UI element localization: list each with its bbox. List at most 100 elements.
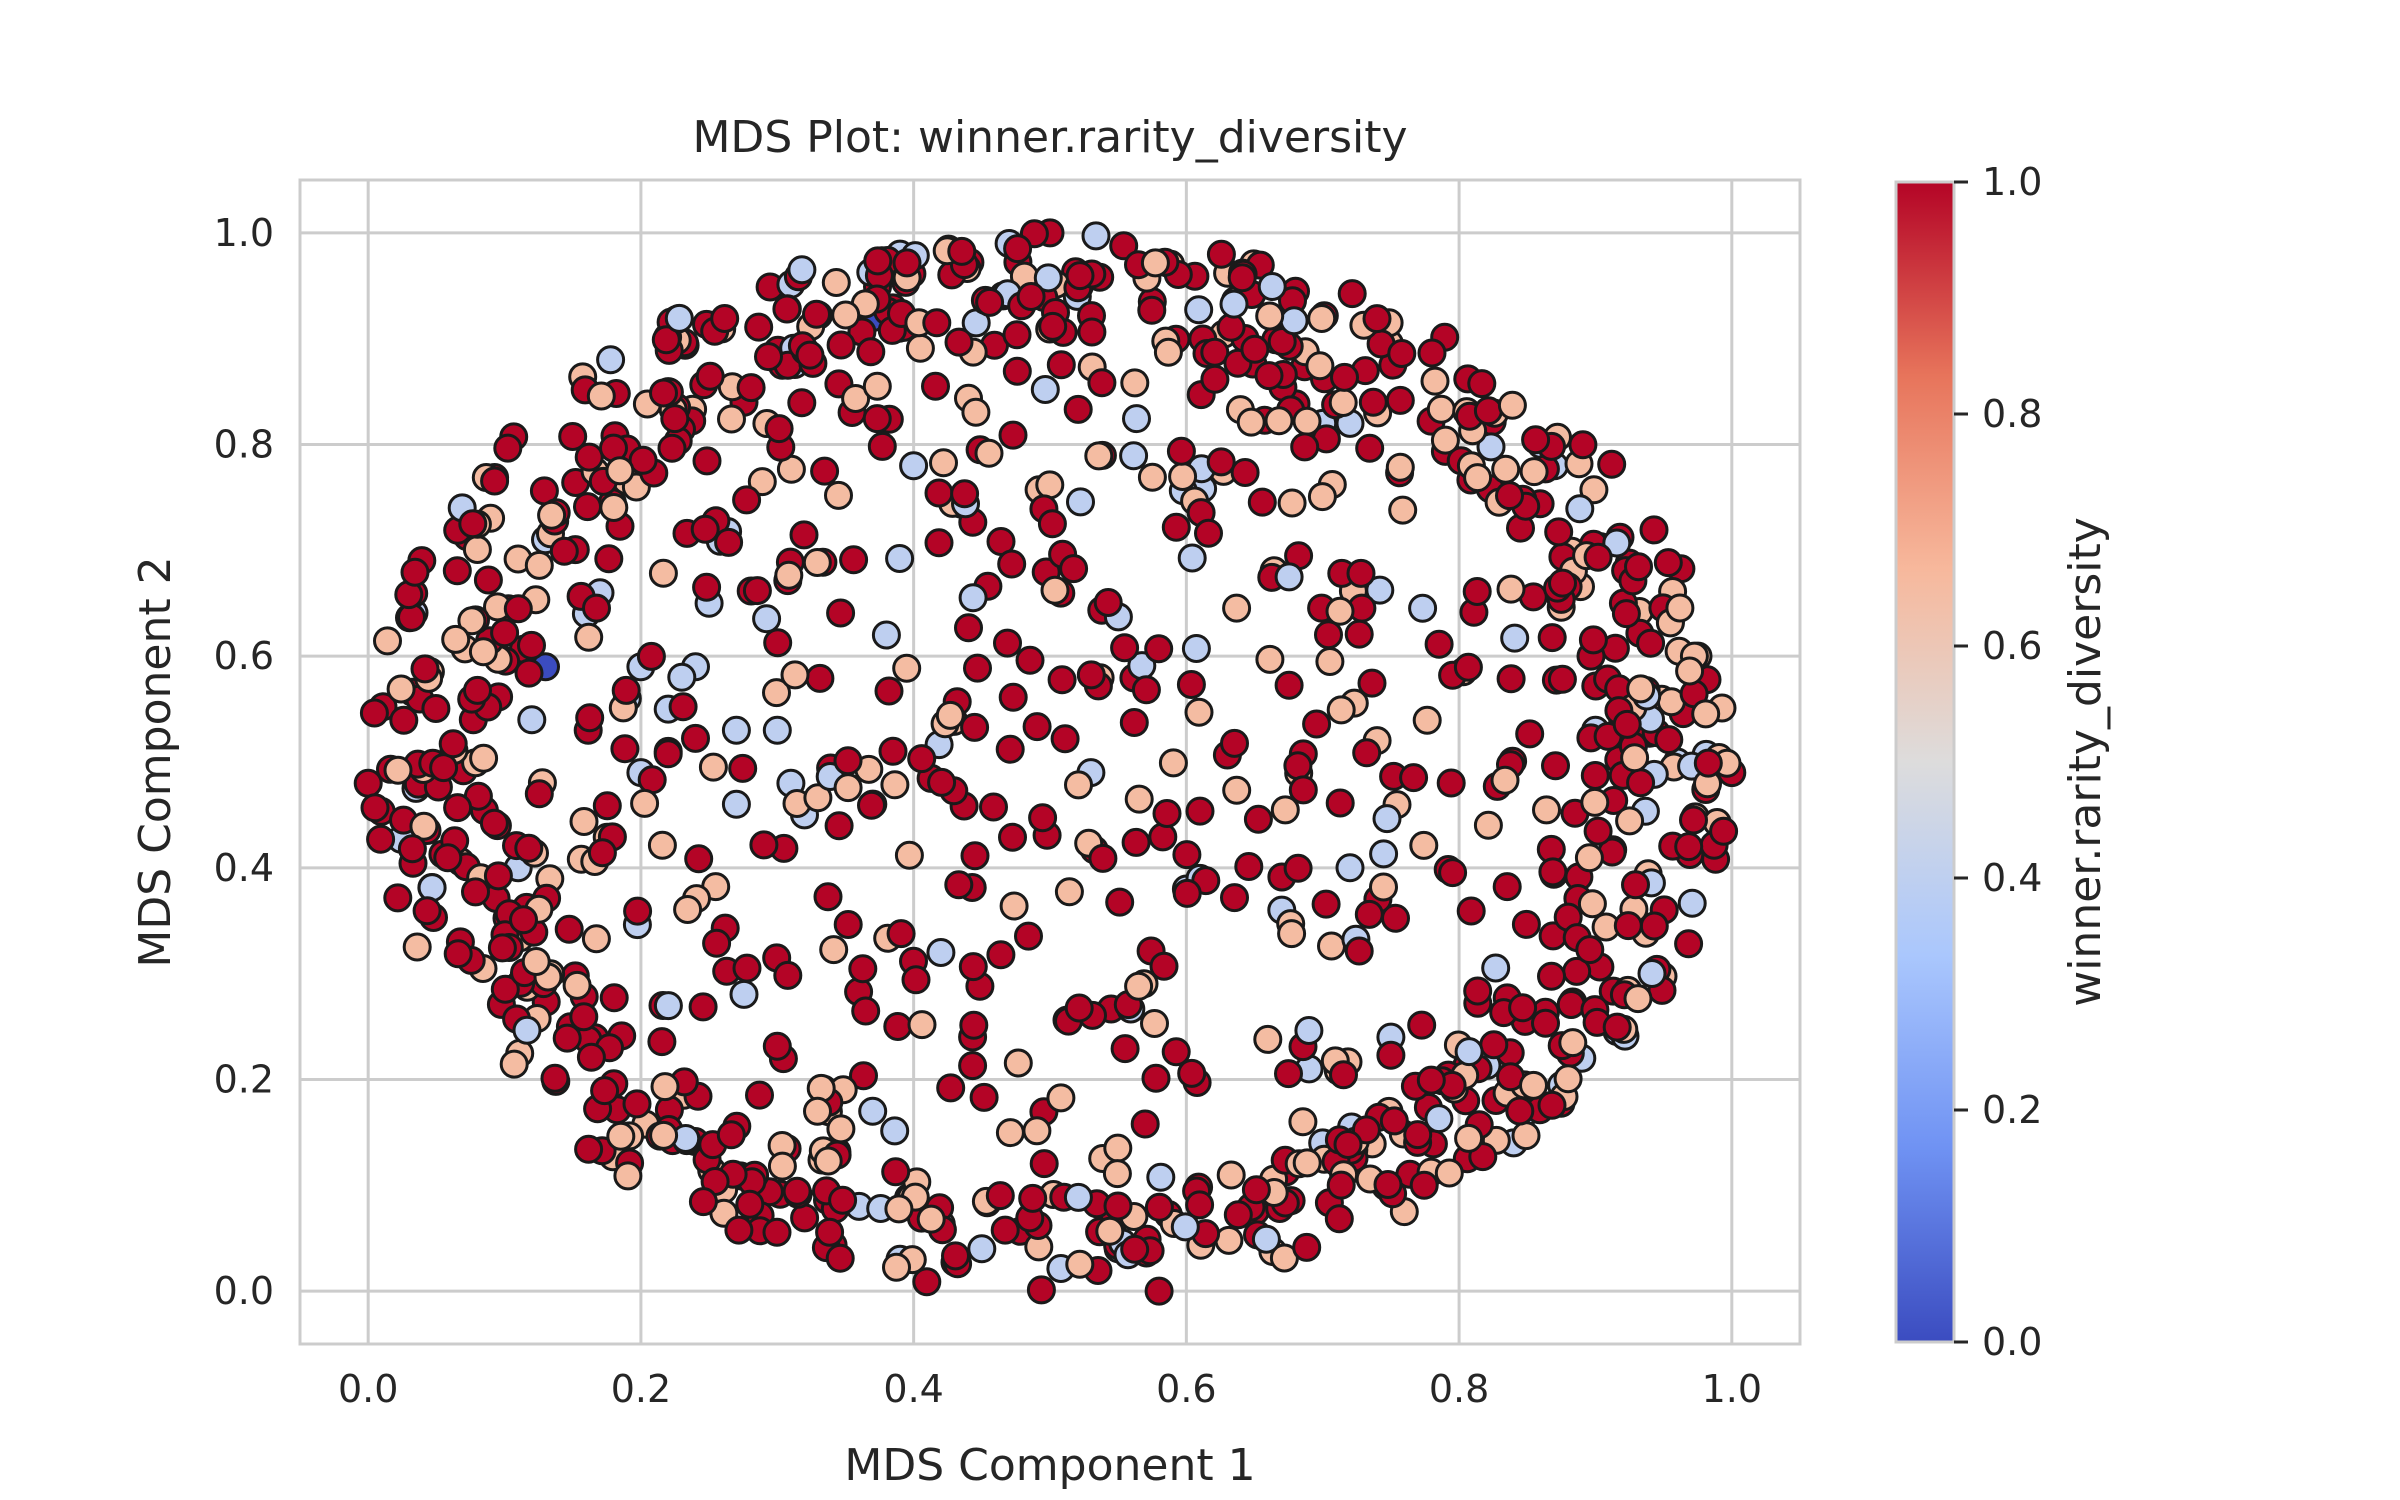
scatter-point <box>1066 487 1095 517</box>
scatter-point <box>1144 634 1174 664</box>
scatter-point <box>649 1120 679 1150</box>
scatter-point <box>1403 1120 1433 1150</box>
scatter-point <box>1372 804 1402 834</box>
scatter-point <box>1307 482 1337 512</box>
scatter-point <box>1076 660 1106 690</box>
scatter-point <box>1168 462 1198 491</box>
scatter-point <box>1495 481 1524 511</box>
scatter-point <box>1240 334 1270 364</box>
colorbar-tick-label: 0.4 <box>1982 856 2042 900</box>
scatter-point <box>1292 1232 1322 1262</box>
scatter-point <box>782 1176 812 1206</box>
scatter-point <box>1537 1090 1567 1120</box>
scatter-point <box>651 325 681 355</box>
scatter-point <box>637 765 667 795</box>
x-tick-label: 0.2 <box>611 1367 671 1411</box>
scatter-point <box>1325 596 1355 626</box>
scatter-point <box>795 340 825 370</box>
scatter-point <box>1674 832 1704 862</box>
scatter-point <box>851 996 881 1026</box>
scatter-point <box>581 924 611 954</box>
scatter-point <box>762 715 792 745</box>
scatter-point <box>462 535 492 564</box>
scatter-point <box>883 1012 913 1041</box>
scatter-point <box>461 877 490 907</box>
scatter-point <box>821 268 851 297</box>
scatter-point <box>884 1194 914 1224</box>
scatter-point <box>1639 515 1669 545</box>
scatter-point <box>1521 425 1551 455</box>
scatter-point <box>998 420 1028 450</box>
scatter-point <box>1018 1183 1048 1213</box>
scatter-point <box>1623 984 1653 1014</box>
scatter-point <box>1200 364 1230 394</box>
scatter-point <box>1220 883 1249 913</box>
scatter-point <box>810 456 840 486</box>
scatter-point <box>1033 263 1063 293</box>
scatter-point <box>1185 796 1215 826</box>
scatter-point <box>732 953 762 983</box>
scatter-point <box>1274 562 1304 592</box>
scatter-point <box>1288 775 1318 805</box>
scatter-point <box>892 653 922 683</box>
colorbar-ticks: 0.0 0.2 0.4 0.6 0.8 1.0 <box>1954 160 2042 1364</box>
scatter-point <box>763 628 793 658</box>
scatter-point <box>848 954 878 984</box>
scatter-point <box>1387 339 1417 368</box>
scatter-point <box>1326 695 1356 725</box>
scatter-point <box>819 935 849 965</box>
scatter-point <box>802 548 832 577</box>
scatter-point <box>969 1082 999 1112</box>
scatter-point <box>1496 574 1526 604</box>
scatter-point <box>1325 788 1355 818</box>
scatter-point <box>1463 976 1493 1006</box>
scatter-point <box>1548 568 1577 598</box>
scatter-point <box>1206 447 1236 477</box>
scatter-point <box>1538 857 1568 887</box>
scatter-point <box>905 333 935 363</box>
scatter-point <box>1003 1048 1033 1078</box>
scatter-point <box>1324 1204 1354 1234</box>
scatter-point <box>1230 458 1260 487</box>
scatter-point <box>863 246 893 276</box>
scatter-point <box>590 1076 620 1106</box>
scatter-point <box>1412 705 1442 735</box>
scatter-point <box>1315 647 1345 676</box>
scatter-point <box>997 549 1027 579</box>
scatter-point <box>1184 295 1214 325</box>
scatter-point <box>1095 1216 1125 1246</box>
scatter-point <box>1508 993 1538 1023</box>
scatter-point <box>623 896 653 926</box>
scatter-point <box>841 384 871 413</box>
scatter-point <box>736 373 766 403</box>
scatter-point <box>1583 542 1613 572</box>
scatter-point <box>1674 929 1704 959</box>
scatter-point <box>752 604 782 634</box>
scatter-point <box>710 304 740 333</box>
scatter-point <box>1084 441 1114 471</box>
scatter-point <box>558 422 588 451</box>
scatter-point <box>1675 656 1705 686</box>
scatter-point <box>828 1185 858 1215</box>
x-tick-label: 0.8 <box>1429 1367 1489 1411</box>
scatter-point <box>1119 708 1149 737</box>
scatter-point <box>1277 488 1307 518</box>
scatter-point <box>1424 629 1454 659</box>
scatter-point <box>509 905 538 935</box>
scatter-point <box>1093 588 1123 617</box>
colorbar <box>1894 180 1956 1344</box>
scatter-point <box>1693 748 1723 778</box>
scatter-point <box>1574 843 1604 873</box>
scatter-point <box>1362 304 1392 334</box>
scatter-point <box>688 992 718 1022</box>
scatter-point <box>389 705 419 735</box>
scatter-point <box>1579 475 1609 505</box>
scatter-point <box>1544 517 1574 547</box>
scatter-point <box>690 514 720 544</box>
scatter-point <box>1597 449 1627 479</box>
scatter-point <box>1357 668 1387 698</box>
scatter-point <box>668 692 698 722</box>
scatter-point <box>1496 664 1526 694</box>
scatter-point <box>936 1073 966 1103</box>
scatter-point <box>1255 644 1285 674</box>
